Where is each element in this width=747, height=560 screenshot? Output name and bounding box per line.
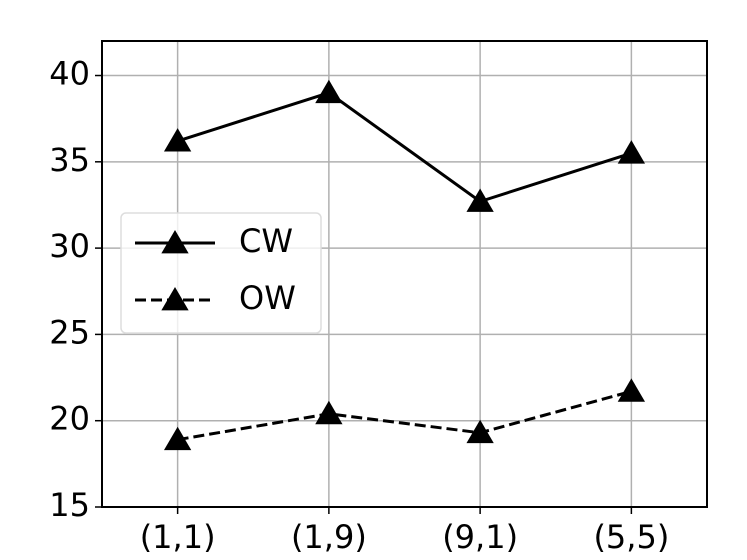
marker bbox=[617, 140, 646, 164]
marker bbox=[315, 79, 343, 104]
x-tick-label: (1,1) bbox=[140, 518, 216, 556]
x-tick-label: (5,5) bbox=[593, 518, 669, 556]
legend-label: OW bbox=[239, 279, 296, 317]
marker bbox=[466, 419, 494, 444]
y-tick-label: 35 bbox=[49, 141, 90, 179]
y-tick-label: 40 bbox=[49, 55, 90, 93]
marker bbox=[163, 128, 192, 152]
marker bbox=[315, 400, 343, 425]
y-tick-label: 20 bbox=[49, 400, 90, 438]
marker bbox=[466, 188, 494, 212]
marker bbox=[617, 378, 646, 402]
x-tick-label: (9,1) bbox=[442, 518, 518, 556]
y-tick-label: 15 bbox=[49, 486, 90, 524]
y-tick-label: 30 bbox=[49, 227, 90, 265]
legend-marker bbox=[161, 230, 189, 254]
y-tick-label: 25 bbox=[49, 313, 90, 351]
x-tick-label: (1,9) bbox=[291, 518, 367, 556]
marker bbox=[163, 426, 192, 451]
legend-label: CW bbox=[239, 222, 293, 260]
legend-marker bbox=[161, 287, 189, 311]
series-line bbox=[177, 91, 632, 204]
series-line bbox=[177, 389, 632, 442]
plot-frame bbox=[101, 40, 708, 508]
